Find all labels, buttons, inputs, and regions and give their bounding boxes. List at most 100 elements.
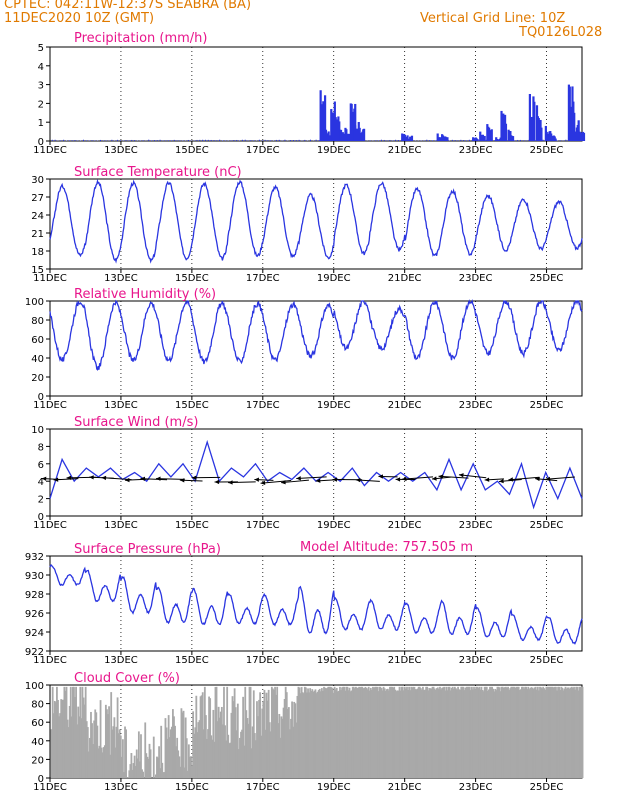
precip-bar bbox=[236, 139, 238, 141]
cloud-bar bbox=[564, 686, 567, 778]
cloud-bar bbox=[541, 688, 544, 778]
cloud-bar bbox=[384, 690, 387, 778]
cloud-bar bbox=[418, 686, 421, 778]
cloud-bar bbox=[92, 744, 95, 778]
cloud-bar bbox=[349, 691, 352, 778]
y-tick-label: 60 bbox=[31, 335, 44, 346]
x-tick-label: 21DEC bbox=[388, 145, 422, 156]
precip-bar bbox=[207, 139, 209, 141]
precip-bar bbox=[173, 139, 175, 141]
precip-bar bbox=[429, 140, 431, 141]
cloud-bar bbox=[134, 765, 137, 778]
cloud-bar bbox=[195, 695, 198, 778]
x-tick-label: 25DEC bbox=[530, 782, 564, 793]
precip-bar bbox=[436, 133, 439, 141]
precip-bar bbox=[295, 140, 297, 141]
cloud-bar bbox=[365, 687, 368, 778]
cloud-bar bbox=[579, 686, 582, 778]
cloud-bar bbox=[323, 686, 325, 778]
precip-bar bbox=[466, 140, 468, 141]
cloud-bar bbox=[457, 686, 459, 778]
precip-bar bbox=[193, 140, 195, 141]
cloud-bar bbox=[293, 701, 296, 778]
cloud-bar bbox=[373, 687, 375, 778]
precip-bar bbox=[490, 129, 493, 141]
cloud-bar bbox=[419, 688, 422, 778]
cloud-bar bbox=[176, 737, 179, 778]
cloud-bar bbox=[422, 686, 424, 778]
cloud-bar bbox=[253, 733, 256, 778]
precip-bar bbox=[375, 140, 377, 141]
cloud-bar bbox=[394, 689, 397, 778]
cloud-bar bbox=[175, 746, 177, 778]
cloud-bar bbox=[186, 770, 189, 778]
precip-bar bbox=[119, 140, 121, 141]
cloud-bar bbox=[132, 763, 135, 778]
cloud-bar bbox=[574, 689, 576, 778]
cloud-bar bbox=[289, 729, 291, 778]
cloud-bar bbox=[571, 686, 573, 778]
cloud-bar bbox=[233, 688, 236, 778]
precip-bar bbox=[165, 140, 167, 141]
cloud-bar bbox=[567, 687, 570, 778]
cloud-bar bbox=[474, 689, 476, 778]
x-tick-label: 25DEC bbox=[530, 520, 564, 531]
y-tick-label: 926 bbox=[25, 609, 44, 620]
precip-bar bbox=[298, 139, 300, 141]
cloud-bar bbox=[94, 709, 97, 778]
cloud-bar bbox=[343, 686, 346, 778]
wind-arrow bbox=[508, 476, 540, 481]
cloud-bar bbox=[510, 686, 513, 778]
cloud-bar bbox=[376, 686, 379, 778]
precip-bar bbox=[117, 139, 119, 141]
cloud-bar bbox=[472, 689, 474, 778]
precip-bar bbox=[199, 139, 201, 141]
cloud-bar bbox=[279, 737, 282, 778]
cloud-bar bbox=[262, 701, 265, 778]
precip-bar bbox=[185, 140, 187, 141]
wind-arrow-head bbox=[438, 474, 444, 479]
cloud-bar bbox=[450, 687, 453, 778]
cloud-bar bbox=[65, 686, 68, 778]
precip-bar bbox=[507, 129, 510, 141]
cloud-bar bbox=[68, 705, 71, 778]
panel-title: Surface Wind (m/s) bbox=[74, 415, 198, 430]
wind-arrow-head bbox=[101, 475, 107, 481]
cloud-bar bbox=[507, 686, 509, 778]
cloud-bar bbox=[219, 711, 222, 778]
cloud-bar bbox=[455, 688, 457, 778]
cloud-bar bbox=[58, 716, 60, 778]
cloud-bar bbox=[203, 686, 206, 778]
y-tick-label: 2 bbox=[38, 495, 44, 506]
cloud-bar bbox=[334, 689, 337, 778]
cloud-bar bbox=[337, 690, 340, 778]
cloud-bar bbox=[385, 689, 388, 778]
cloud-bar bbox=[411, 687, 414, 778]
cloud-bar bbox=[363, 687, 366, 778]
cloud-bar bbox=[356, 687, 358, 778]
cloud-bar bbox=[350, 690, 353, 778]
cloud-bar bbox=[50, 729, 53, 778]
cloud-bar bbox=[466, 686, 469, 778]
precip-bar bbox=[239, 140, 241, 141]
cloud-bar bbox=[214, 686, 217, 778]
precip-bar bbox=[525, 140, 527, 141]
precip-bar bbox=[292, 140, 294, 141]
cloud-bar bbox=[204, 715, 207, 778]
cloud-bar bbox=[327, 686, 330, 778]
cloud-bar bbox=[478, 686, 481, 778]
cloud-bar bbox=[294, 703, 297, 778]
cloud-bar bbox=[415, 689, 418, 778]
precip-bar bbox=[519, 139, 521, 141]
cloud-bar bbox=[550, 686, 553, 778]
cloud-bar bbox=[529, 687, 532, 778]
cloud-bar bbox=[250, 748, 253, 778]
cloud-bar bbox=[95, 712, 98, 778]
wind-arrow-head bbox=[535, 476, 540, 482]
precip-bar bbox=[275, 139, 277, 141]
cloud-bar bbox=[449, 690, 452, 778]
cloud-bar bbox=[532, 689, 535, 778]
precip-bar bbox=[241, 139, 243, 141]
cloud-bar bbox=[109, 754, 112, 778]
panel-frame bbox=[49, 178, 583, 270]
